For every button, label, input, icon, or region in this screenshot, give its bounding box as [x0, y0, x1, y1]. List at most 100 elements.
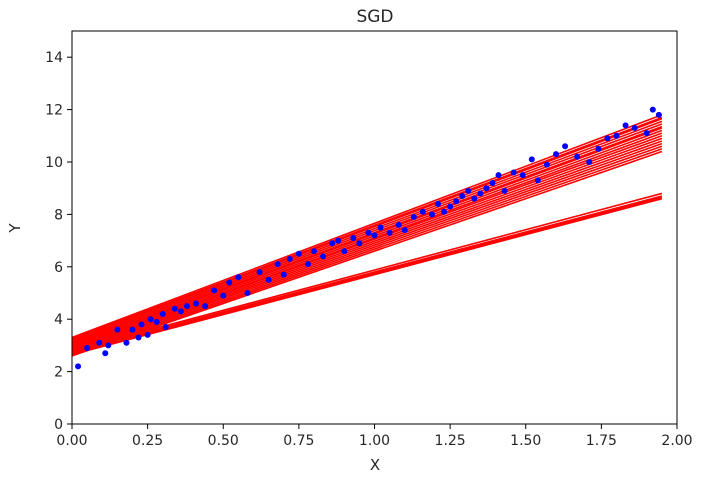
data-point — [138, 321, 145, 328]
data-point — [350, 234, 357, 241]
regression-line — [71, 195, 663, 353]
data-point — [453, 198, 460, 205]
data-point — [220, 292, 227, 299]
y-tick-label: 2 — [54, 365, 63, 381]
chart-title: SGD — [356, 7, 393, 27]
data-point — [335, 237, 342, 244]
x-tick-label: 1.00 — [359, 433, 390, 449]
data-point — [147, 316, 154, 323]
y-tick-label: 0 — [54, 417, 63, 433]
data-point — [144, 331, 151, 338]
data-point — [177, 308, 184, 315]
data-point — [356, 240, 363, 247]
data-point — [477, 190, 484, 197]
y-tick-label: 6 — [54, 260, 63, 276]
data-point — [655, 111, 662, 118]
y-tick-label: 12 — [45, 103, 63, 119]
data-point — [135, 334, 142, 341]
data-point — [274, 261, 281, 268]
data-point — [604, 135, 611, 142]
regression-line — [71, 125, 663, 345]
x-tick-label: 0.75 — [283, 433, 314, 449]
data-point — [471, 195, 478, 202]
y-tick-label: 10 — [45, 155, 63, 171]
data-point — [543, 161, 550, 168]
data-point — [153, 318, 160, 325]
data-point — [129, 326, 136, 333]
data-point — [495, 172, 502, 179]
data-point — [649, 106, 656, 113]
data-point — [534, 177, 541, 184]
data-point — [96, 339, 103, 346]
data-point — [428, 211, 435, 218]
data-point — [341, 248, 348, 255]
data-point — [304, 261, 311, 268]
regression-line — [71, 148, 663, 356]
data-point — [84, 345, 91, 352]
data-point — [595, 145, 602, 152]
regression-line — [71, 145, 663, 355]
data-point — [459, 193, 466, 200]
data-point — [528, 156, 535, 163]
x-tick-label: 0.00 — [56, 433, 87, 449]
data-point — [114, 326, 121, 333]
x-axis: 0.00 0.25 0.50 0.75 1.00 1.25 1.50 1.75 2.00 — [56, 424, 693, 449]
data-point — [371, 232, 378, 239]
data-point — [395, 221, 402, 228]
data-point — [280, 271, 287, 278]
data-point — [510, 169, 517, 176]
data-point — [244, 290, 251, 296]
regression-line — [71, 196, 663, 355]
y-tick-label: 8 — [54, 207, 63, 223]
data-point — [202, 303, 209, 310]
data-point — [386, 229, 393, 236]
regression-line — [71, 142, 663, 353]
regression-line — [71, 135, 663, 349]
data-point — [519, 172, 526, 179]
x-tick-label: 2.00 — [661, 433, 692, 449]
regression-line — [71, 197, 663, 356]
data-point — [183, 303, 190, 310]
data-point — [447, 203, 454, 210]
data-point — [320, 253, 327, 260]
data-point — [441, 208, 448, 215]
data-point — [562, 143, 569, 150]
data-point — [286, 255, 293, 262]
plot-area — [71, 106, 663, 370]
data-point — [483, 185, 490, 192]
data-point — [159, 310, 166, 317]
data-point — [235, 274, 242, 281]
regression-line — [71, 114, 663, 339]
y-tick-label: 14 — [45, 50, 63, 66]
regression-line — [71, 127, 663, 347]
regression-line — [71, 192, 663, 352]
data-point — [586, 159, 593, 165]
regression-line — [71, 118, 663, 341]
regression-line — [71, 137, 663, 351]
x-axis-label: X — [370, 456, 380, 474]
regression-line — [71, 140, 663, 352]
data-point — [435, 200, 442, 207]
data-point — [410, 214, 417, 221]
y-tick-label: 4 — [54, 312, 63, 328]
data-point — [265, 276, 272, 283]
data-point — [193, 300, 200, 307]
data-point — [75, 363, 82, 370]
data-point — [501, 187, 508, 194]
data-point — [631, 124, 638, 131]
data-point — [105, 342, 112, 349]
x-tick-label: 1.50 — [510, 433, 541, 449]
data-point — [613, 132, 620, 139]
data-point — [365, 229, 372, 236]
data-point — [574, 153, 581, 160]
regression-line — [71, 129, 663, 348]
data-point — [311, 248, 317, 255]
data-point — [553, 151, 559, 158]
data-point — [295, 250, 302, 257]
regression-line — [71, 150, 663, 357]
data-point — [171, 305, 178, 312]
x-tick-label: 1.25 — [435, 433, 466, 449]
data-point — [643, 130, 650, 137]
data-point — [465, 187, 472, 194]
